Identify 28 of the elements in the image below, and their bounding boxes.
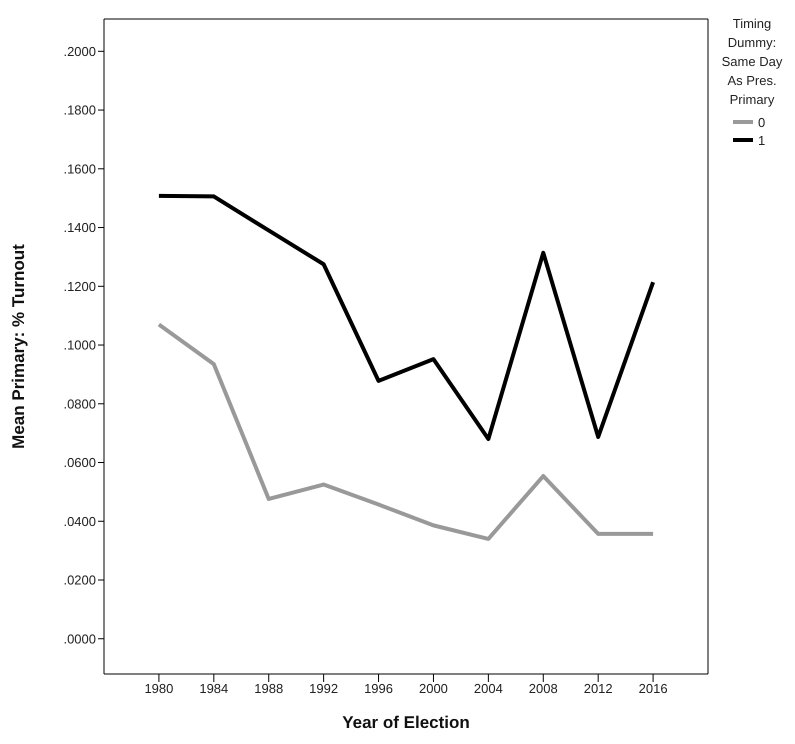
y-tick-label: .0600	[63, 455, 96, 470]
line-series	[156, 322, 656, 541]
y-tick-label: .2000	[63, 44, 96, 59]
x-tick-label: 1980	[144, 681, 174, 696]
y-tick-label: .0400	[63, 514, 96, 529]
legend-title: Timing Dummy: Same Day As Pres. Primary	[720, 15, 784, 109]
y-tick-label: .1200	[63, 278, 96, 294]
y-tick-label: .1000	[63, 338, 96, 353]
legend-label: 1	[758, 132, 766, 148]
y-tick-label: .0000	[63, 631, 96, 646]
legend-label: 0	[758, 114, 766, 130]
x-tick-label: 2012	[584, 681, 613, 696]
x-tick-label: 2008	[528, 681, 558, 696]
x-tick-label: 1996	[364, 681, 394, 696]
x-tick-label: 1988	[254, 681, 284, 696]
y-tick-label: .1600	[63, 161, 96, 176]
x-axis-title: Year of Election	[342, 713, 470, 732]
x-tick-label: 1984	[199, 681, 228, 696]
x-tick-label: 1992	[309, 681, 338, 696]
line-series	[156, 194, 656, 442]
y-tick-label: .0200	[63, 572, 96, 588]
x-tick-label: 2004	[474, 681, 503, 696]
y-tick-label: .1400	[63, 220, 96, 236]
x-tick-label: 2000	[418, 681, 448, 696]
y-tick-label: .0800	[63, 396, 96, 412]
x-tick-label: 2016	[638, 681, 668, 696]
y-axis-title: Mean Primary: % Turnout	[9, 244, 28, 449]
y-tick-label: .1800	[63, 102, 96, 118]
